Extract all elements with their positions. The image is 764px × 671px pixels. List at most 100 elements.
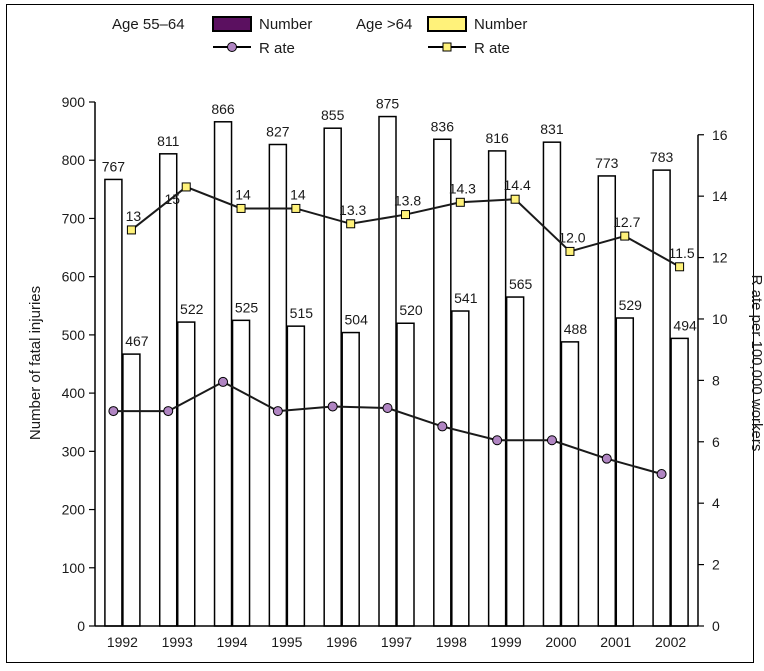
legend-group1-title: Age 55–64 [112, 16, 185, 33]
bar-label-age-over-64-2001: 529 [619, 297, 643, 313]
rate-point-age-over-64-1996 [346, 219, 356, 229]
legend-number-swatch-55-64 [212, 16, 252, 32]
legend-number-label-55-64: Number [259, 16, 312, 33]
rate-point-age-over-64-2000 [565, 246, 575, 256]
y2-tick-label: 8 [712, 372, 720, 388]
bar-label-age-55-64-1996: 855 [321, 107, 345, 123]
rate-label-age-over-64-2000: 12.0 [558, 229, 585, 245]
bar-label-age-over-64-1998: 541 [454, 290, 478, 306]
bar-label-age-over-64-1997: 520 [399, 302, 423, 318]
rate-point-age-over-64-1992 [126, 225, 136, 235]
rate-point-age-55-64-1998 [437, 421, 448, 432]
rate-point-age-55-64-1997 [382, 403, 393, 414]
y-tick-label: 600 [62, 269, 86, 285]
axes-layer: 0 100 200 300 400 500 600 700 800 900 0 2 4 6 8 10 12 14 1… [62, 94, 728, 650]
rate-label-age-over-64-1998: 14.3 [449, 180, 476, 196]
bars-layer [104, 115, 689, 627]
bar-age-over-64-1994 [231, 319, 251, 627]
legend-group2-title: Age >64 [356, 16, 412, 33]
y2-tick-label: 4 [712, 495, 720, 511]
rate-lines-layer [108, 182, 685, 480]
bar-label-age-55-64-1998: 836 [431, 118, 455, 134]
bar-age-55-64-1993 [158, 153, 178, 627]
y2-tick-label: 14 [712, 188, 728, 204]
rate-point-age-over-64-1999 [510, 194, 520, 204]
bar-label-age-over-64-1995: 515 [290, 305, 314, 321]
bar-label-age-55-64-1993: 811 [157, 133, 180, 149]
rate-point-age-55-64-1993 [163, 406, 174, 417]
rate-label-age-over-64-1992: 13 [126, 208, 142, 224]
rate-point-age-55-64-2002 [656, 469, 667, 480]
rate-label-age-over-64-1999: 14.4 [504, 177, 531, 193]
bar-label-age-55-64-1999: 816 [485, 130, 509, 146]
bar-age-55-64-1994 [213, 121, 233, 627]
x-tick-label-1994: 1994 [216, 634, 247, 650]
rate-point-age-over-64-2001 [620, 231, 630, 241]
bar-label-age-over-64-2002: 494 [673, 317, 697, 333]
bar-age-55-64-1995 [268, 143, 288, 627]
bar-label-age-55-64-2001: 773 [595, 155, 619, 171]
legend-rate-marker-over-64 [442, 42, 452, 52]
x-tick-label-1997: 1997 [381, 634, 412, 650]
rate-label-age-over-64-2001: 12.7 [613, 214, 640, 230]
rate-point-age-over-64-1995 [291, 203, 301, 213]
bar-age-over-64-2000 [560, 341, 580, 627]
y-tick-label: 900 [62, 94, 86, 110]
bar-label-age-over-64-2000: 488 [564, 321, 588, 337]
bar-age-55-64-1992 [104, 178, 123, 627]
x-tick-label-2000: 2000 [545, 634, 576, 650]
bar-age-55-64-1998 [433, 138, 452, 627]
y2-tick-label: 6 [712, 434, 720, 450]
y2-tick-label: 2 [712, 557, 720, 573]
bar-label-age-55-64-1994: 866 [211, 101, 235, 117]
y-tick-label: 800 [62, 152, 86, 168]
bar-age-55-64-1999 [487, 150, 507, 627]
rate-point-age-over-64-2002 [675, 262, 685, 272]
legend-number-label-over-64: Number [474, 16, 527, 33]
legend-rate-label-55-64: R ate [259, 40, 295, 57]
data-labels-layer: 767 467 811 522 866 525 827 515 855 504 875 520 836 5… [102, 96, 697, 350]
bar-label-age-over-64-1996: 504 [345, 312, 369, 328]
x-tick-label-1995: 1995 [271, 634, 302, 650]
x-tick-label-1993: 1993 [162, 634, 193, 650]
bar-age-over-64-1999 [505, 296, 525, 627]
y2-tick-label: 10 [712, 311, 728, 327]
rate-point-age-55-64-1999 [492, 435, 503, 446]
rate-label-age-over-64-1996: 13.3 [339, 202, 366, 218]
bar-age-over-64-1995 [286, 325, 306, 627]
x-tick-label-1999: 1999 [491, 634, 522, 650]
bar-age-55-64-2002 [652, 169, 671, 627]
bar-age-over-64-1992 [122, 353, 141, 627]
bar-label-age-over-64-1993: 522 [180, 301, 204, 317]
y2-tick-label: 0 [712, 618, 720, 634]
legend-number-swatch-over-64 [427, 16, 467, 32]
x-tick-label-2001: 2001 [600, 634, 631, 650]
rate-label-age-over-64-1994: 14 [235, 186, 251, 202]
rate-point-age-over-64-1993 [181, 182, 191, 192]
y-tick-label: 700 [62, 210, 86, 226]
bar-label-age-over-64-1999: 565 [509, 276, 533, 292]
rate-point-age-55-64-1996 [327, 401, 338, 412]
rate-point-age-over-64-1998 [455, 197, 465, 207]
chart-frame [6, 4, 754, 663]
y-tick-label: 300 [62, 443, 86, 459]
bar-age-over-64-2001 [615, 317, 635, 627]
x-tick-label-1996: 1996 [326, 634, 357, 650]
x-tick-label-1998: 1998 [436, 634, 467, 650]
bar-age-over-64-1998 [451, 310, 470, 627]
bar-label-age-55-64-1992: 767 [102, 158, 126, 174]
rate-label-age-over-64-1995: 14 [290, 186, 306, 202]
x-tick-label-2002: 2002 [655, 634, 686, 650]
y-tick-label: 500 [62, 327, 86, 343]
y2-tick-label: 16 [712, 127, 728, 143]
bar-label-age-55-64-2002: 783 [650, 149, 674, 165]
rate-label-age-over-64-2002: 11.5 [668, 245, 694, 261]
bar-label-age-55-64-1995: 827 [266, 124, 290, 140]
bar-label-age-over-64-1994: 525 [235, 299, 259, 315]
legend-rate-label-over-64: R ate [474, 40, 510, 57]
bar-age-over-64-1996 [341, 331, 360, 627]
rate-point-age-over-64-1997 [401, 210, 410, 220]
rate-point-age-55-64-1995 [272, 406, 283, 417]
rate-label-age-over-64-1997: 13.8 [394, 193, 421, 209]
